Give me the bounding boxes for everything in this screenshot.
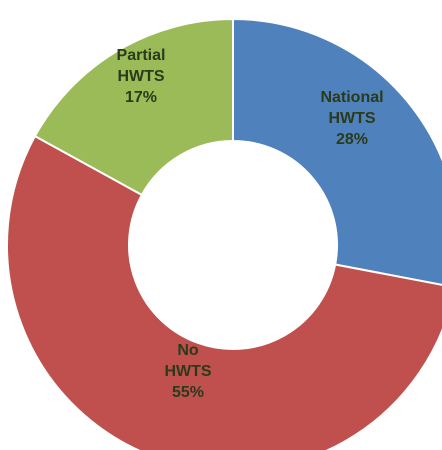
slice-0 — [232, 17, 442, 286]
slice-label-1-line-1: HWTS — [164, 363, 211, 380]
slice-label-2-line-2: 17% — [125, 89, 157, 106]
slice-label-2-line-0: Partial — [117, 47, 166, 64]
slices-group — [6, 17, 442, 450]
slice-label-1: No HWTS 55% — [164, 342, 211, 401]
slice-label-0-line-1: HWTS — [328, 110, 375, 127]
slice-label-0-line-2: 28% — [336, 131, 368, 148]
slice-label-2: Partial HWTS 17% — [117, 47, 166, 106]
slice-label-1-line-2: 55% — [172, 384, 204, 401]
slice-label-1-line-0: No — [177, 342, 199, 359]
slice-label-0-line-0: National — [320, 89, 383, 106]
labels-group: National HWTS 28% No HWTS 55% Partial HWTS 17% — [117, 47, 384, 401]
slice-1 — [6, 134, 442, 450]
slice-label-2-line-1: HWTS — [117, 68, 164, 85]
slice-label-0: National HWTS 28% — [320, 89, 383, 148]
slice-2 — [33, 17, 234, 197]
